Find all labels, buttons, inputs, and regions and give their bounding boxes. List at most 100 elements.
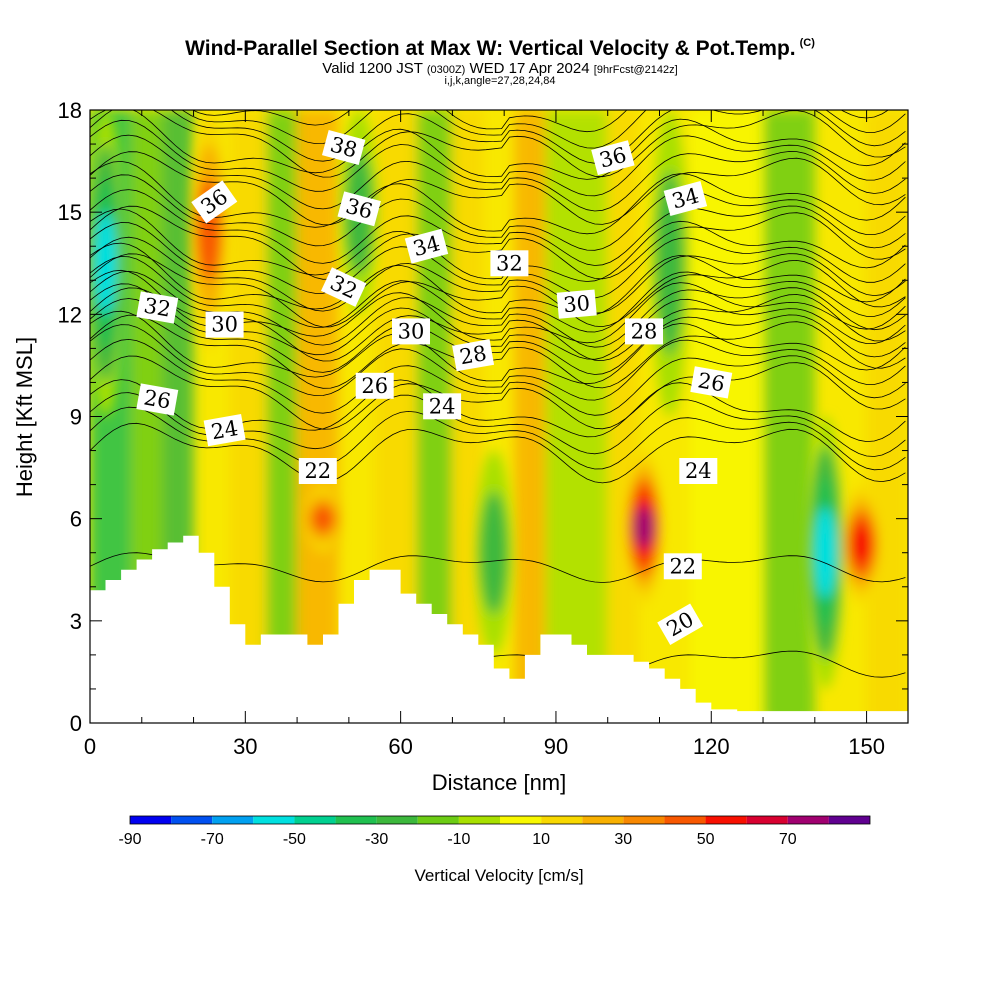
x-tick-label: 0	[84, 734, 96, 759]
isentrope-line	[90, 256, 906, 333]
colorbar-swatch	[746, 816, 788, 824]
isentrope-line	[90, 552, 906, 583]
velocity-cell	[633, 506, 655, 549]
contour-label-box	[298, 458, 337, 484]
chart-title: Wind-Parallel Section at Max W: Vertical…	[185, 37, 815, 60]
x-axis: 0 30 60 90 120 150	[84, 110, 885, 759]
contour-label-box	[679, 458, 718, 484]
contour-label: 30	[205, 311, 244, 338]
y-tick-label: 15	[58, 200, 82, 225]
isentrope-line	[90, 174, 906, 251]
isentrope-line	[90, 189, 906, 266]
velocity-band	[763, 110, 815, 723]
colorbar-tick-label: -70	[201, 831, 224, 848]
isentrope-line	[90, 236, 906, 314]
contour-label: 32	[136, 291, 179, 324]
contour-label-box	[690, 366, 733, 399]
isentrope-line	[170, 110, 906, 164]
isentrope-line	[181, 110, 906, 149]
colorbar-tick-label: 10	[532, 831, 550, 848]
colorbar-swatch	[828, 816, 870, 824]
isentrope-line	[90, 314, 906, 389]
contour-label-box	[203, 413, 246, 447]
colorbar-tick-label: -10	[447, 831, 470, 848]
valid-zulu: (0300Z)	[426, 64, 466, 76]
contour-label-text: 32	[496, 251, 523, 275]
grid-params: i,j,k,angle=27,28,24,84	[444, 75, 556, 87]
contour-label-text: 28	[458, 341, 488, 369]
contour-label-text: 26	[361, 374, 388, 398]
contour-label: 36	[591, 140, 635, 176]
contour-label-text: 26	[696, 368, 726, 396]
velocity-cell	[813, 507, 837, 599]
isentrope-line	[90, 355, 906, 430]
contour-label-box	[136, 291, 179, 324]
isentrope-line	[90, 324, 906, 401]
valid-time-line: Valid 1200 JST (0300Z) WED 17 Apr 2024 […	[0, 60, 1000, 77]
velocity-band	[607, 110, 639, 723]
x-tick-label: 150	[848, 734, 885, 759]
terrain-mask	[90, 535, 908, 723]
isentrope-line	[90, 422, 906, 484]
colorbar-swatch	[458, 816, 500, 824]
colorbar-frame	[129, 815, 871, 825]
colorbar-tick-label: 50	[697, 831, 715, 848]
colorbar-swatch	[705, 816, 747, 824]
colorbar-swatch	[500, 816, 542, 824]
contour-label-text: 22	[304, 459, 331, 483]
isentrope-line	[90, 298, 906, 375]
contour-label-box	[663, 553, 702, 580]
isentrope-line	[90, 310, 906, 385]
contour-label-text: 30	[562, 291, 591, 317]
x-tick-label: 30	[233, 734, 257, 759]
contour-label-box	[423, 393, 462, 420]
contour-label-text: 24	[685, 459, 712, 483]
colorbar-swatch	[582, 816, 624, 824]
contour-label-box	[452, 339, 495, 372]
contour-label-box	[337, 191, 381, 227]
colorbar-tick-label: -30	[365, 831, 388, 848]
velocity-cell	[479, 491, 508, 615]
velocity-band	[266, 110, 298, 723]
contour-label-text: 30	[211, 313, 238, 337]
isentrope-line	[90, 110, 906, 180]
velocity-band	[690, 110, 764, 723]
colorbar-swatch	[294, 816, 336, 824]
y-tick-label: 12	[58, 302, 82, 327]
contour-label: 36	[337, 191, 381, 227]
contour-label: 34	[663, 181, 708, 216]
contour-label-text: 28	[631, 319, 658, 343]
contour-label: 22	[298, 458, 337, 484]
x-tick-label: 60	[388, 734, 412, 759]
isentrope-line	[90, 110, 906, 178]
isentrope-line	[90, 119, 906, 197]
contour-label-box	[205, 311, 244, 338]
contour-label-box	[625, 318, 663, 345]
contour-label-box	[321, 130, 366, 165]
colorbar-tick-label: -50	[283, 831, 306, 848]
contour-label: 32	[490, 250, 529, 277]
contour-label: 24	[423, 393, 462, 420]
contour-label-box	[663, 181, 708, 216]
isentrope-line	[90, 253, 906, 328]
isentrope-line	[90, 134, 906, 212]
isentrope-line	[90, 338, 906, 416]
contour-label-text: 26	[142, 385, 172, 413]
velocity-cell	[310, 504, 336, 534]
velocity-band	[514, 110, 546, 723]
colorbar-swatch	[541, 816, 583, 824]
colorbar-tick-label: 70	[779, 831, 797, 848]
contour-label-text: 32	[142, 293, 172, 321]
contour-label-box	[136, 383, 179, 416]
copyright-mark: (C)	[799, 37, 815, 49]
isentrope-line	[90, 242, 906, 317]
colorbar-title: Vertical Velocity [cm/s]	[414, 866, 583, 885]
contour-label-box	[657, 603, 704, 645]
contour-label: 38	[321, 130, 366, 165]
isentrope-line	[90, 160, 906, 235]
contour-label: 28	[625, 318, 663, 345]
colorbar-swatch	[253, 816, 295, 824]
